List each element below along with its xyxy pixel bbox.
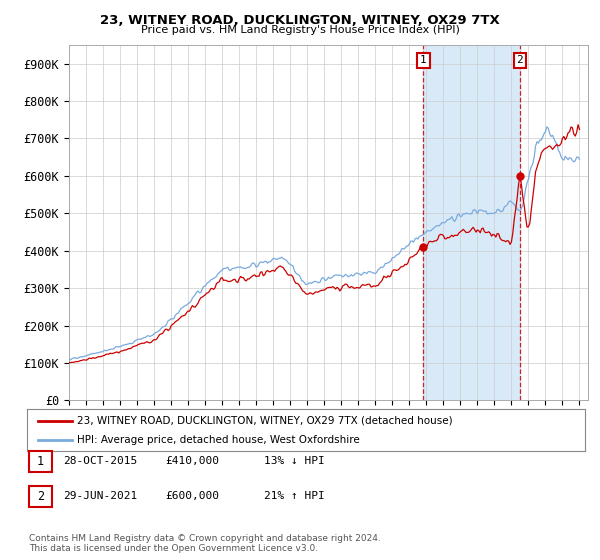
Text: 2: 2	[517, 55, 523, 66]
Text: £410,000: £410,000	[165, 456, 219, 466]
Text: 13% ↓ HPI: 13% ↓ HPI	[264, 456, 325, 466]
Text: £600,000: £600,000	[165, 491, 219, 501]
Text: 28-OCT-2015: 28-OCT-2015	[63, 456, 137, 466]
Text: 1: 1	[420, 55, 427, 66]
Text: 21% ↑ HPI: 21% ↑ HPI	[264, 491, 325, 501]
Text: 29-JUN-2021: 29-JUN-2021	[63, 491, 137, 501]
Text: 1: 1	[37, 455, 44, 468]
Bar	[424, 45, 520, 400]
Text: HPI: Average price, detached house, West Oxfordshire: HPI: Average price, detached house, West…	[77, 435, 360, 445]
Text: 2: 2	[37, 489, 44, 503]
Text: 23, WITNEY ROAD, DUCKLINGTON, WITNEY, OX29 7TX (detached house): 23, WITNEY ROAD, DUCKLINGTON, WITNEY, OX…	[77, 416, 453, 426]
Text: Contains HM Land Registry data © Crown copyright and database right 2024.
This d: Contains HM Land Registry data © Crown c…	[29, 534, 380, 553]
Text: 23, WITNEY ROAD, DUCKLINGTON, WITNEY, OX29 7TX: 23, WITNEY ROAD, DUCKLINGTON, WITNEY, OX…	[100, 14, 500, 27]
Text: Price paid vs. HM Land Registry's House Price Index (HPI): Price paid vs. HM Land Registry's House …	[140, 25, 460, 35]
